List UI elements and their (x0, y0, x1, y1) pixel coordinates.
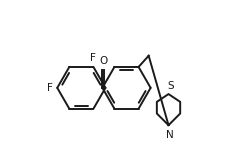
Text: S: S (167, 81, 174, 91)
Text: O: O (100, 56, 108, 66)
Text: F: F (47, 83, 53, 93)
Text: F: F (90, 53, 96, 63)
Text: N: N (166, 130, 174, 140)
